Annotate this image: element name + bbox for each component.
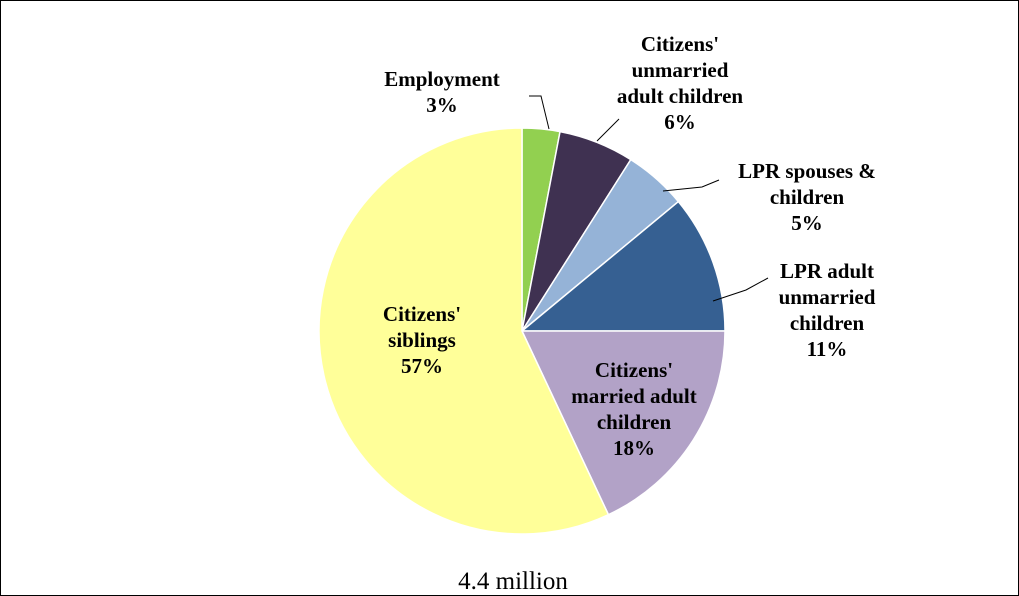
pie-slice (520, 330, 726, 516)
slice-label: Citizens' siblings 57% (383, 302, 461, 378)
pie-slices (318, 127, 726, 535)
slice-label-line: LPR adult (780, 259, 874, 283)
slice-label-line: adult children (617, 84, 744, 108)
slice-label-line: 11% (807, 337, 848, 361)
slice-label-line: siblings (388, 328, 456, 352)
leader-line (529, 95, 550, 130)
slice-labels: Employment 3%Citizens' unmarried adult chil… (383, 32, 876, 460)
slice-label: LPR adult unmarried children 11% (779, 259, 876, 361)
leader-line (662, 179, 720, 192)
slice-label-line: Employment (384, 67, 500, 91)
slice-label: LPR spouses & children 5% (738, 159, 876, 235)
slice-label-line: 6% (664, 110, 696, 134)
slice-label-line: unmarried (779, 285, 876, 309)
slice-label-line: Citizens' (383, 302, 461, 326)
pie-slice (519, 200, 726, 332)
slice-label-line: 18% (613, 436, 655, 460)
slice-label-line: LPR spouses & (738, 159, 876, 183)
leader-line (596, 118, 620, 142)
slice-label-line: Citizens' (595, 358, 673, 382)
slice-label-line: children (770, 185, 845, 209)
slice-label-line: married adult (571, 384, 696, 408)
slice-label: Citizens' unmarried adult children 6% (617, 32, 744, 134)
leader-line (712, 277, 769, 302)
slice-label: Employment 3% (384, 67, 500, 117)
slice-label-line: children (790, 311, 865, 335)
slice-label-line: 57% (401, 354, 443, 378)
pie-slice (318, 127, 610, 535)
slice-label: Citizens' married adult children 18% (571, 358, 696, 460)
slice-label-line: unmarried (632, 58, 729, 82)
total-label: 4.4 million (458, 568, 568, 595)
slice-label-line: children (597, 410, 672, 434)
slice-label-line: Citizens' (641, 32, 719, 56)
slice-label-line: 3% (426, 93, 458, 117)
leader-lines (529, 95, 769, 302)
slice-label-line: 5% (791, 211, 823, 235)
